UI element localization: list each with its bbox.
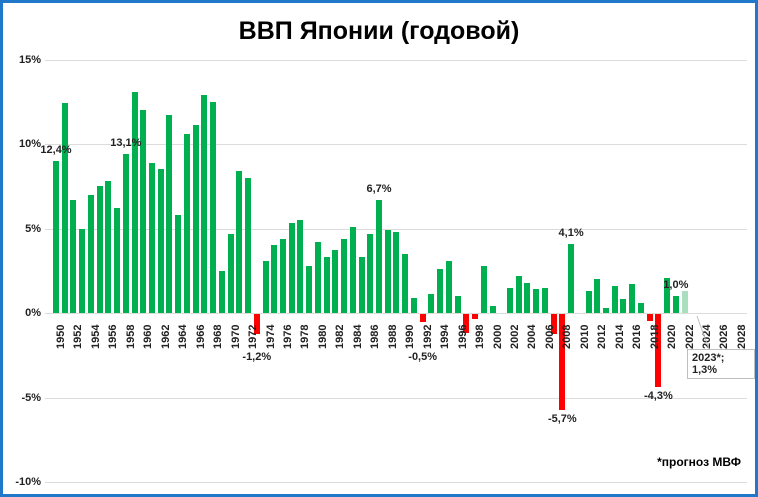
gridline	[45, 59, 747, 61]
bar-1986	[358, 257, 365, 313]
gridline	[45, 144, 747, 145]
chart-title: ВВП Японии (годовой)	[238, 17, 520, 45]
bar-2023*	[681, 291, 688, 313]
bar-1985	[349, 226, 356, 313]
data-label: 13,1%	[110, 137, 142, 150]
y-tick-label: 10%	[18, 138, 41, 150]
bar-1993	[419, 314, 426, 323]
bar-2020	[655, 314, 662, 387]
bar-1970	[218, 270, 225, 313]
bar-1960	[131, 91, 138, 313]
bar-1984	[341, 238, 348, 313]
bar-1956	[96, 186, 103, 313]
bar-1954	[79, 228, 86, 313]
bar-1958	[114, 208, 121, 313]
bar-1962	[149, 162, 156, 313]
bar-1982	[323, 257, 330, 313]
bar-2005	[524, 282, 531, 313]
bar-1995	[437, 269, 444, 313]
bar-2017	[629, 284, 636, 313]
y-tick-label: 0%	[25, 307, 41, 319]
y-tick-label: -10%	[15, 476, 41, 488]
bar-2000	[480, 265, 487, 313]
bar-2001	[489, 306, 496, 313]
data-label: 6,7%	[366, 182, 392, 195]
data-label: -4,3%	[643, 389, 673, 402]
y-tick-label: -5%	[21, 391, 41, 404]
bar-2007	[541, 287, 548, 313]
bar-2003	[506, 287, 513, 313]
bar-1972	[236, 171, 243, 313]
bar-1964	[166, 115, 173, 313]
bar-2004	[515, 275, 522, 313]
forecast-callout: 2023*; 1,3%	[687, 349, 755, 379]
bar-1952	[61, 103, 68, 313]
data-label: -5,7%	[547, 413, 577, 426]
bar-2016	[620, 299, 627, 313]
bar-1973	[245, 177, 252, 313]
bar-1968	[201, 94, 208, 313]
bar-1975	[262, 260, 269, 313]
bar-1961	[140, 110, 147, 313]
bar-2015	[611, 285, 618, 313]
bar-1977	[279, 238, 286, 313]
bar-1974	[253, 314, 260, 335]
bar-2010	[568, 243, 575, 313]
bar-1953	[70, 199, 77, 313]
bar-1971	[227, 233, 234, 313]
bar-1992	[410, 297, 417, 313]
bar-1983	[332, 250, 339, 313]
bar-1987	[367, 233, 374, 313]
bar-2006	[533, 289, 540, 313]
bar-1997	[454, 296, 461, 313]
data-label: 12,4%	[40, 143, 72, 156]
bar-1994	[428, 294, 435, 313]
bar-2022	[672, 296, 679, 313]
bar-1967	[192, 125, 199, 313]
bar-1988	[376, 199, 382, 313]
bar-1979	[297, 220, 304, 313]
bar-1990	[393, 231, 400, 313]
bar-1969	[210, 101, 217, 313]
bar-2021	[664, 277, 671, 313]
bar-1980	[306, 265, 313, 313]
bar-1963	[157, 169, 164, 313]
gridline	[45, 313, 747, 314]
gridline	[45, 397, 747, 399]
bar-2013	[594, 279, 601, 313]
data-label: 1,0%	[663, 279, 689, 292]
bar-1951	[53, 160, 59, 313]
bar-1999	[472, 314, 479, 320]
y-tick-label: 5%	[25, 222, 41, 235]
data-label: -0,5%	[408, 351, 438, 363]
bar-2008	[550, 314, 557, 335]
bar-1978	[288, 223, 295, 313]
bar-1959	[122, 154, 129, 313]
bar-1998	[463, 314, 470, 333]
bar-1965	[175, 214, 182, 313]
gridline	[45, 482, 747, 483]
bar-1955	[87, 194, 94, 313]
gridline	[45, 228, 747, 230]
bar-1989	[384, 230, 391, 313]
bar-2012	[585, 291, 592, 313]
y-tick-label: 15%	[18, 53, 41, 66]
bar-1966	[183, 133, 190, 313]
callout-leader-line	[696, 315, 710, 350]
bar-1996	[445, 260, 452, 313]
data-label: -1,2%	[242, 351, 272, 363]
bar-2019	[646, 314, 653, 321]
bar-1981	[314, 242, 321, 313]
bar-1957	[105, 181, 112, 313]
footnote: *прогноз МВФ	[657, 455, 741, 469]
bar-2014	[602, 307, 609, 313]
bar-1976	[271, 245, 278, 313]
bar-2018	[637, 302, 644, 313]
data-label: 4,1%	[558, 226, 584, 239]
bar-1991	[402, 253, 409, 313]
bar-2009	[559, 314, 566, 411]
